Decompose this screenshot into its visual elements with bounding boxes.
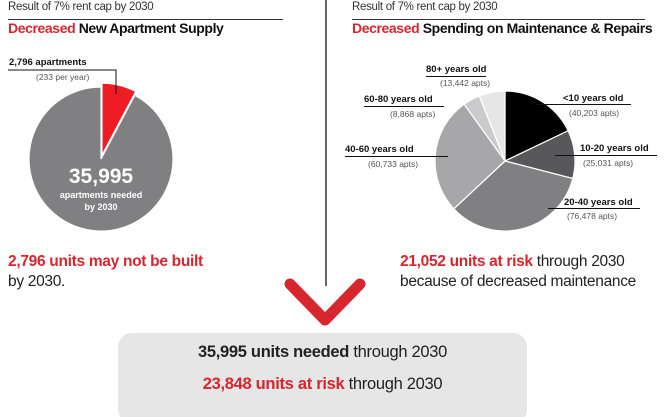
right-summary-rest2: because of decreased maintenance — [400, 273, 636, 290]
pie-slice — [28, 86, 174, 232]
right-summary: 21,052 units at risk through 2030 because… — [400, 252, 636, 292]
leader-40-60 — [345, 156, 448, 157]
summary-box: 35,995 units needed through 2030 23,848 … — [118, 333, 527, 417]
sub-10-20: (25,031 apts) — [583, 158, 634, 168]
sub-40-60: (60,733 apts) — [368, 159, 419, 169]
right-title-rest: Spending on Maintenance & Repairs — [419, 20, 653, 36]
left-summary: 2,796 units may not be built by 2030. — [8, 252, 203, 292]
left-rule — [8, 19, 283, 20]
right-title-red: Decreased — [352, 20, 420, 36]
panel-divider — [325, 0, 327, 286]
pie-slice — [478, 90, 506, 162]
summary-needed-bold: 35,995 units needed — [197, 343, 350, 361]
chevron-down-icon — [284, 278, 366, 326]
sub-20-40: (76,478 apts) — [567, 211, 618, 221]
left-leader-line — [8, 69, 117, 94]
summary-needed-rest: through 2030 — [349, 343, 448, 361]
leader-lt10 — [536, 104, 631, 105]
label-20-40: 20-40 years old — [564, 197, 633, 208]
left-title-rest: New Apartment Supply — [75, 20, 224, 36]
right-pie — [434, 90, 576, 232]
label-80plus: 80+ years old — [426, 64, 487, 75]
left-slice-label: 2,796 apartments — [9, 57, 87, 68]
right-rule — [352, 19, 645, 20]
right-subtitle: Result of 7% rent cap by 2030 — [352, 1, 498, 13]
left-center-line2: by 2030 — [84, 202, 118, 212]
summary-line-risk: 23,848 units at risk through 2030 — [118, 375, 527, 394]
left-subtitle: Result of 7% rent cap by 2030 — [8, 1, 154, 13]
leader-20-40 — [548, 208, 640, 209]
leader-80plus — [426, 76, 486, 77]
pie-slice — [101, 82, 137, 156]
right-title: Decreased Spending on Maintenance & Repa… — [352, 20, 653, 36]
label-10-20: 10-20 years old — [580, 143, 649, 154]
left-center-value: 35,995 — [68, 165, 134, 188]
sub-80plus: (13,442 apts) — [440, 78, 491, 88]
sub-60-80: (8,868 apts) — [390, 109, 436, 119]
pie-slice — [434, 103, 506, 210]
left-slice-sub: (233 per year) — [36, 72, 90, 82]
leader-60-80 — [364, 106, 444, 107]
left-pie — [8, 69, 174, 232]
pie-slice — [504, 90, 569, 162]
leader-10-20 — [555, 155, 657, 156]
left-summary-red: 2,796 units may not be built — [8, 253, 203, 270]
label-60-80: 60-80 years old — [364, 94, 433, 105]
summary-risk-red: 23,848 units at risk — [202, 375, 345, 393]
pie-slice — [452, 160, 574, 232]
right-summary-rest1: through 2030 — [532, 253, 625, 270]
left-title-red: Decreased — [8, 20, 76, 36]
right-summary-red: 21,052 units at risk — [400, 253, 533, 270]
summary-line-needed: 35,995 units needed through 2030 — [118, 343, 527, 362]
left-summary-rest: by 2030. — [8, 273, 66, 290]
sub-lt10: (40,203 apts) — [569, 108, 620, 118]
label-lt10: <10 years old — [563, 93, 624, 104]
left-title: Decreased New Apartment Supply — [8, 20, 224, 36]
left-center-line1: apartments needed — [59, 190, 143, 200]
label-40-60: 40-60 years old — [345, 144, 414, 155]
summary-risk-rest: through 2030 — [344, 375, 443, 393]
